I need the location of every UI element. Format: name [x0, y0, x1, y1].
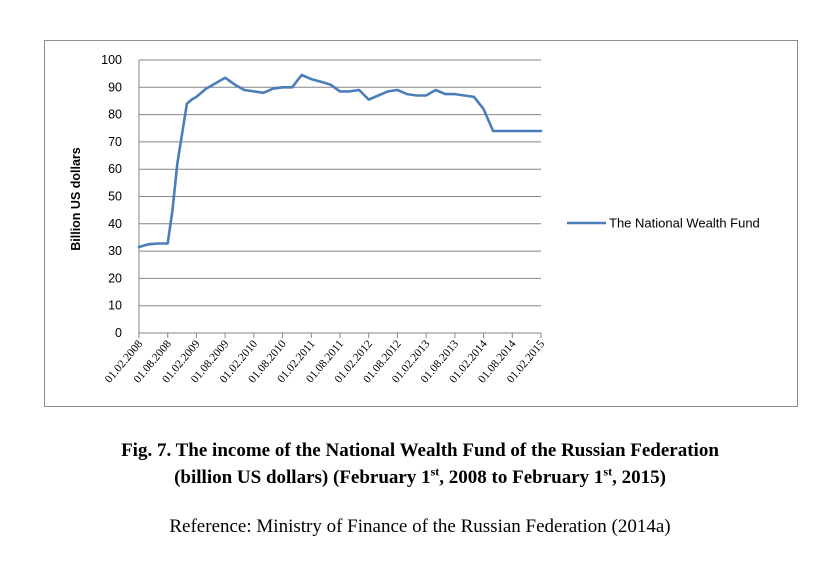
caption-superscript-2: st	[603, 464, 613, 479]
figure-reference: Reference: Ministry of Finance of the Ru…	[169, 516, 671, 537]
line-chart: 0 10 20 30 40 50 60 70 80 90 100 01.02.200801.08.2…	[69, 53, 760, 386]
legend-label-0: The National Wealth Fund	[609, 216, 760, 231]
y-tick-label-60: 60	[108, 162, 122, 176]
figure-caption-line-2: (billion US dollars) (February 1st, 2008…	[0, 466, 840, 490]
gridlines	[139, 59, 541, 307]
y-tick-label-0: 0	[115, 326, 122, 340]
series-line-0	[137, 73, 543, 249]
y-tick-label-80: 80	[108, 108, 122, 122]
y-tick-label-10: 10	[108, 299, 122, 313]
caption-text-part-1: (billion US dollars) (February 1	[174, 467, 431, 488]
y-tick-label-30: 30	[108, 244, 122, 258]
series-lines	[137, 73, 543, 249]
axes	[138, 60, 542, 338]
caption-superscript-1: st	[430, 464, 440, 479]
caption-text-part-3: , 2015)	[612, 467, 666, 488]
y-tick-label-70: 70	[108, 135, 122, 149]
y-tick-labels: 0 10 20 30 40 50 60 70 80 90 100	[101, 53, 122, 340]
figure-caption-line-1: Fig. 7. The income of the National Wealt…	[121, 440, 719, 461]
x-tick-labels: 01.02.200801.08.200801.02.200901.08.2009…	[103, 338, 548, 386]
y-axis-label: Billion US dollars	[69, 147, 83, 251]
y-tick-label-100: 100	[101, 53, 122, 67]
y-tick-label-90: 90	[108, 80, 122, 94]
y-tick-label-20: 20	[108, 271, 122, 285]
caption-text-part-2: , 2008 to February 1	[439, 467, 604, 488]
legend: The National Wealth Fund	[567, 216, 760, 231]
chart-frame: 0 10 20 30 40 50 60 70 80 90 100 01.02.2008 01.08.2…	[44, 40, 798, 407]
y-tick-label-50: 50	[108, 190, 122, 204]
y-tick-label-40: 40	[108, 217, 122, 231]
